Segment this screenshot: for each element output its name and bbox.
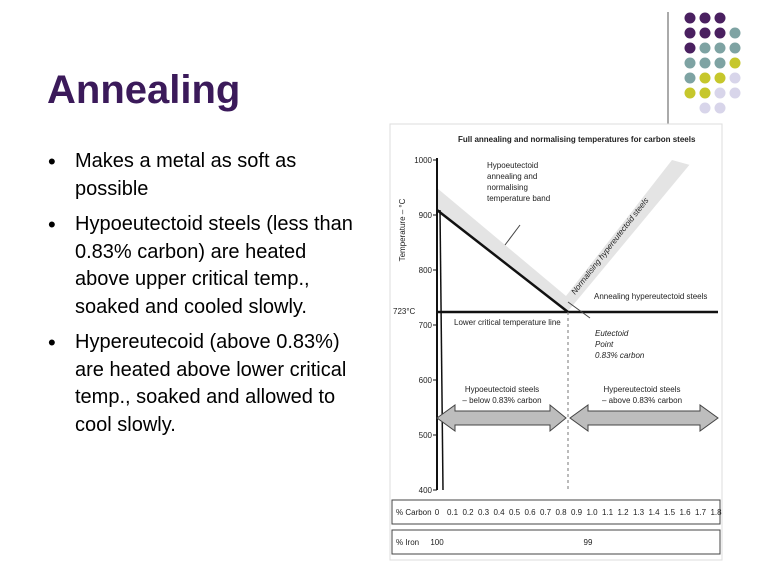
band-label: normalising [487, 183, 528, 192]
temp-tick: 600 [419, 376, 433, 385]
lower-line-label: Lower critical temperature line [454, 318, 561, 327]
figure-frame [389, 123, 723, 561]
dot [714, 12, 726, 24]
dot [699, 72, 711, 84]
hypo-arrow [436, 403, 567, 433]
dot [714, 42, 726, 54]
carbon-tick: 0.7 [540, 508, 552, 517]
carbon-tick: 1.4 [648, 508, 660, 517]
temperature-band [437, 160, 690, 312]
dot [684, 27, 696, 39]
diagram-title: Full annealing and normalising temperatu… [458, 135, 696, 144]
dot [699, 87, 711, 99]
temp-tick: 700 [419, 321, 433, 330]
dot [729, 57, 741, 69]
acm-line [567, 164, 691, 313]
temp-tick: 500 [419, 431, 433, 440]
iron-tick: 100 [430, 538, 444, 547]
critical-temp: 723°C [393, 307, 416, 316]
carbon-tick: 0.6 [524, 508, 536, 517]
carbon-tick: 0.8 [555, 508, 567, 517]
bullet-list: Makes a metal as soft as possible Hypoeu… [48, 148, 368, 447]
band-pointer [504, 224, 521, 246]
dot [714, 72, 726, 84]
upper-critical-line [436, 209, 569, 313]
dot [729, 87, 741, 99]
carbon-tick: 0.9 [571, 508, 583, 517]
dot [729, 42, 741, 54]
carbon-tick: 0.4 [493, 508, 505, 517]
band-label: Hypoeutectoid [487, 161, 538, 170]
dot [684, 72, 696, 84]
dot [699, 102, 711, 114]
eutectoid-label: Eutectoid [595, 329, 629, 338]
dot [699, 57, 711, 69]
dot [729, 72, 741, 84]
iron-row [391, 529, 721, 555]
annealing-label: Annealing hypereutectoid steels [594, 292, 707, 301]
bullet: Hypoeutectoid steels (less than 0.83% ca… [48, 211, 360, 321]
carbon-axis-label: % Carbon [396, 508, 432, 517]
eutectoid-pointer [567, 301, 591, 319]
dot [684, 87, 696, 99]
y-axis-label: Temperature – °C [398, 198, 407, 261]
dot [729, 27, 741, 39]
dot [699, 42, 711, 54]
bullet: Makes a metal as soft as possible [48, 148, 360, 203]
slide-title: Annealing [47, 68, 241, 112]
carbon-tick: 1.7 [695, 508, 707, 517]
carbon-tick: 1.3 [633, 508, 645, 517]
dot [684, 57, 696, 69]
carbon-tick: 1.2 [617, 508, 629, 517]
carbon-tick: 0.2 [462, 508, 474, 517]
temp-tick: 900 [419, 211, 433, 220]
carbon-tick: 1.6 [679, 508, 691, 517]
dot [684, 12, 696, 24]
iron-axis-label: % Iron [396, 538, 419, 547]
dot [714, 87, 726, 99]
carbon-tick: 0 [435, 508, 440, 517]
hypo-label: Hypoeutectoid steels [465, 385, 539, 394]
dots [684, 12, 741, 114]
temp-tick: 1000 [414, 156, 432, 165]
hyper-label: – above 0.83% carbon [602, 396, 682, 405]
carbon-tick: 1.5 [664, 508, 676, 517]
dot [714, 27, 726, 39]
dot [699, 12, 711, 24]
hyper-arrow [569, 404, 719, 432]
eutectoid-label: Point [595, 340, 614, 349]
hypo-label: – below 0.83% carbon [462, 396, 541, 405]
band-label: annealing and [487, 172, 537, 181]
dot [714, 102, 726, 114]
carbon-tick: 1.1 [602, 508, 614, 517]
carbon-tick: 1.0 [586, 508, 598, 517]
band-label: temperature band [487, 194, 550, 203]
dot [714, 57, 726, 69]
dot [699, 27, 711, 39]
hyper-label: Hypereutectoid steels [604, 385, 681, 394]
eutectoid-label: 0.83% carbon [595, 351, 645, 360]
carbon-row [391, 499, 721, 525]
solvus [439, 209, 444, 491]
temp-tick: 800 [419, 266, 433, 275]
carbon-tick: 0.3 [478, 508, 490, 517]
carbon-tick: 0.5 [509, 508, 521, 517]
carbon-tick: 1.8 [710, 508, 722, 517]
carbon-tick: 0.1 [447, 508, 459, 517]
iron-tick: 99 [584, 538, 593, 547]
bullet: Hypereutecoid (above 0.83%) are heated a… [48, 329, 360, 439]
temp-tick: 400 [419, 486, 433, 495]
dot [684, 42, 696, 54]
